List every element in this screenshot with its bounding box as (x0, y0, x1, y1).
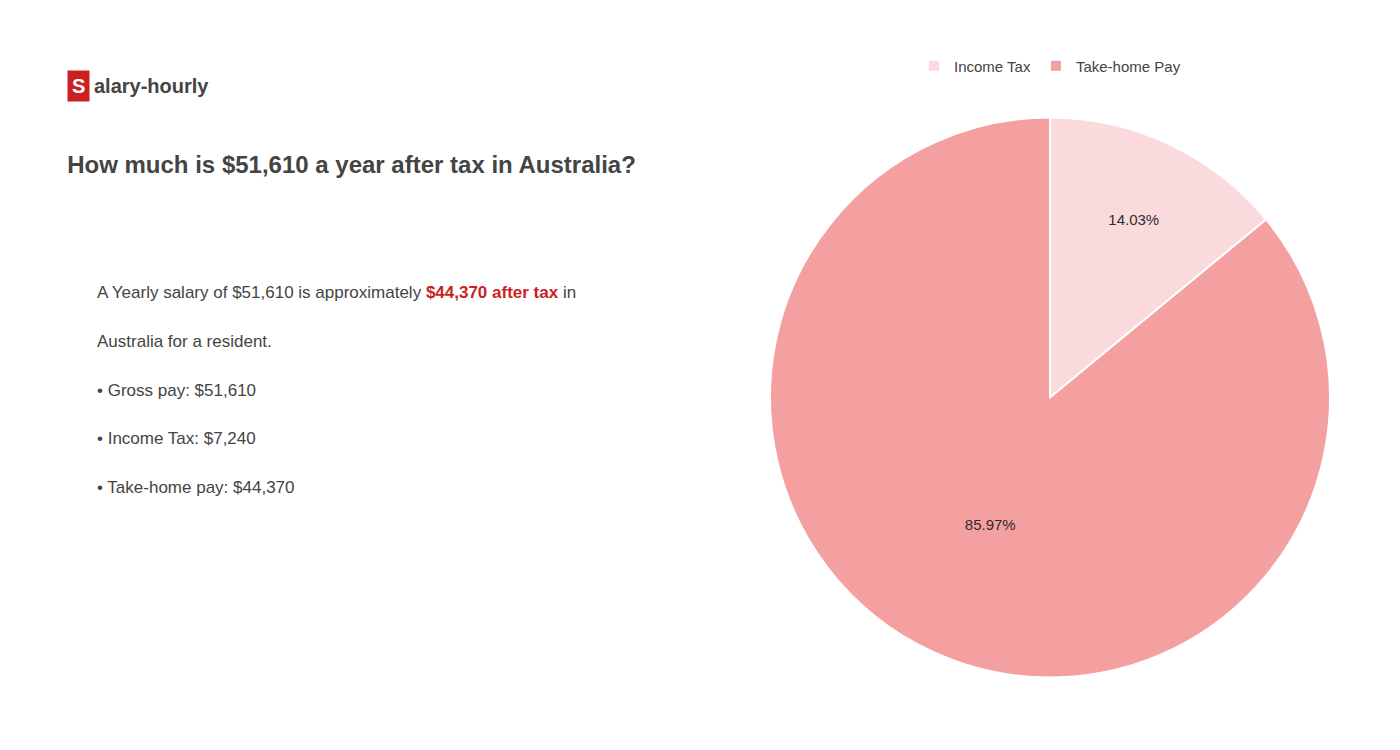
svg-text:Take-home Pay: Take-home Pay (1076, 58, 1181, 75)
svg-text:A Yearly salary of $51,610 is: A Yearly salary of $51,610 is approximat… (97, 283, 576, 302)
svg-text:14.03%: 14.03% (1108, 211, 1159, 228)
svg-text:Australia for a resident.: Australia for a resident. (97, 332, 272, 351)
svg-text:85.97%: 85.97% (965, 516, 1016, 533)
svg-text:• Take-home pay: $44,370: • Take-home pay: $44,370 (97, 478, 295, 497)
svg-text:S: S (72, 75, 85, 97)
svg-text:Income Tax: Income Tax (954, 58, 1031, 75)
svg-text:alary-hourly: alary-hourly (94, 75, 209, 97)
svg-text:How much is $51,610 a year aft: How much is $51,610 a year after tax in … (67, 151, 636, 178)
svg-text:• Income Tax: $7,240: • Income Tax: $7,240 (97, 429, 256, 448)
svg-text:• Gross pay: $51,610: • Gross pay: $51,610 (97, 381, 256, 400)
